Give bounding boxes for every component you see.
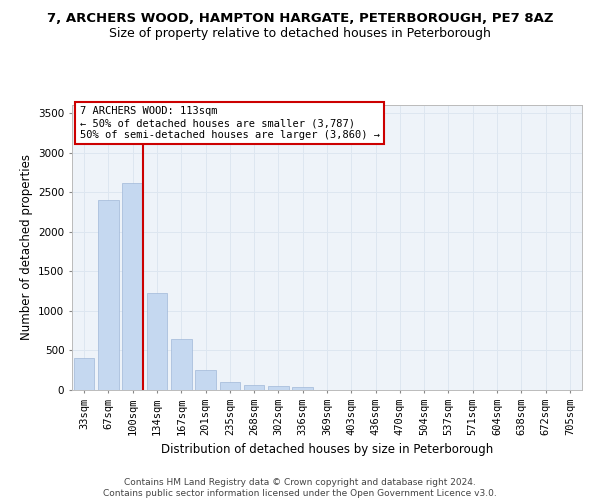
- Bar: [98, 200, 119, 390]
- Bar: [268, 386, 289, 390]
- Bar: [146, 292, 167, 390]
- X-axis label: Distribution of detached houses by size in Peterborough: Distribution of detached houses by size …: [161, 444, 493, 456]
- Text: 7 ARCHERS WOOD: 113sqm
← 50% of detached houses are smaller (3,787)
50% of semi-: 7 ARCHERS WOOD: 113sqm ← 50% of detached…: [80, 106, 380, 140]
- Bar: [122, 182, 143, 390]
- Text: 7, ARCHERS WOOD, HAMPTON HARGATE, PETERBOROUGH, PE7 8AZ: 7, ARCHERS WOOD, HAMPTON HARGATE, PETERB…: [47, 12, 553, 26]
- Bar: [74, 358, 94, 390]
- Bar: [292, 387, 313, 390]
- Bar: [220, 382, 240, 390]
- Y-axis label: Number of detached properties: Number of detached properties: [20, 154, 32, 340]
- Text: Contains HM Land Registry data © Crown copyright and database right 2024.
Contai: Contains HM Land Registry data © Crown c…: [103, 478, 497, 498]
- Text: Size of property relative to detached houses in Peterborough: Size of property relative to detached ho…: [109, 28, 491, 40]
- Bar: [171, 340, 191, 390]
- Bar: [244, 385, 265, 390]
- Bar: [195, 370, 216, 390]
